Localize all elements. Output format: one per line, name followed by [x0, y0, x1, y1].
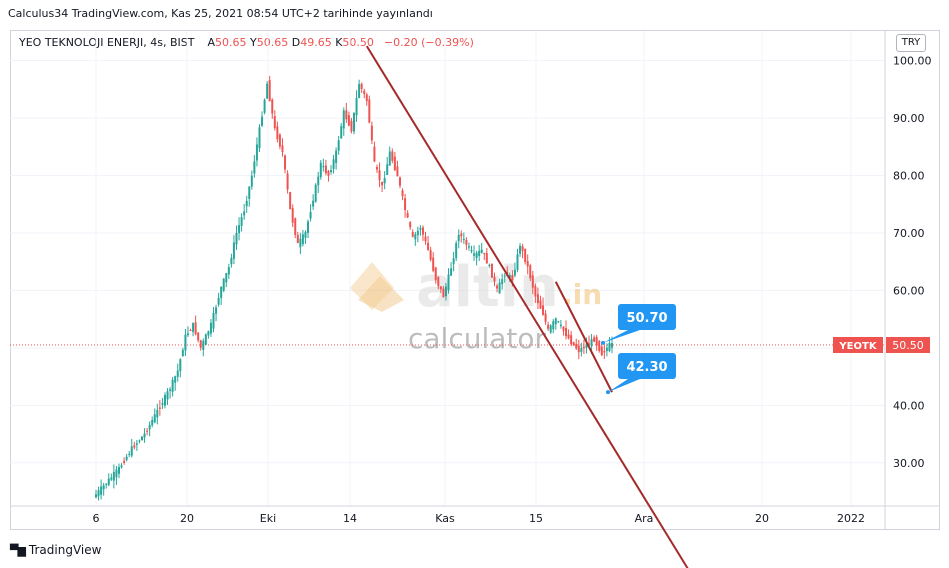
chart-frame [10, 30, 940, 530]
footer-brand: TradingView [28, 543, 102, 557]
legend-change: −0.20 (−0.39%) [383, 36, 474, 49]
footer: ▀▆ TradingView [10, 543, 101, 557]
tradingview-logo-icon: ▀▆ [10, 543, 26, 557]
legend-low: 49.65 [300, 36, 332, 49]
publish-header: Calculus34 TradingView.com, Kas 25, 2021… [8, 7, 433, 20]
legend-open: 50.65 [214, 36, 247, 49]
legend-high: 50.65 [256, 36, 289, 49]
legend-low-label: D [291, 36, 301, 49]
legend-open-label: A [207, 36, 215, 49]
legend-close: 50.50 [342, 36, 374, 49]
legend-symbol: YEO TEKNOLOJI ENERJI, 4s, BIST [19, 36, 195, 49]
currency-button[interactable]: TRY [896, 34, 926, 52]
legend-close-label: K [335, 36, 343, 49]
legend-high-label: Y [249, 36, 257, 49]
symbol-legend: YEO TEKNOLOJI ENERJI, 4s, BIST A50.65 Y5… [19, 36, 474, 49]
